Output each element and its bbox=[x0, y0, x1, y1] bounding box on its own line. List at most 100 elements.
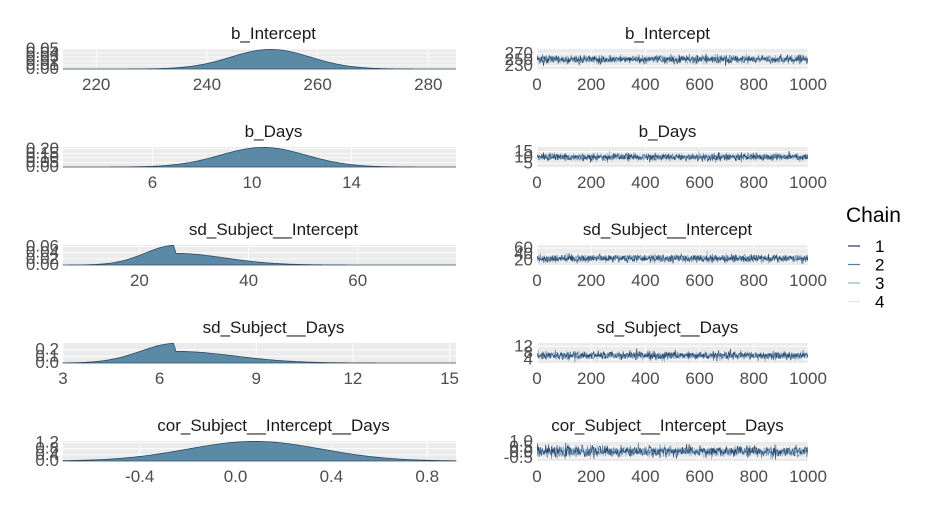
trace-chains bbox=[537, 348, 808, 363]
trace-panel-title: sd_Subject__Intercept bbox=[583, 220, 752, 239]
density-x-tick-label: 60 bbox=[348, 271, 367, 290]
density-x-tick-label: 6 bbox=[148, 173, 157, 192]
density-panel: 0.00.40.81.2-0.4 0.0 0.4 0.8cor_Subject__In… bbox=[35, 416, 457, 486]
density-y-tick-label: 0.00 bbox=[26, 255, 59, 274]
trace-x-tick-label: 0 bbox=[532, 467, 541, 486]
trace-panel-title: b_Intercept bbox=[625, 24, 710, 43]
density-x-tick-label: 40 bbox=[239, 271, 258, 290]
trace-x-tick-label: 1000 bbox=[789, 467, 827, 486]
trace-panel: -0.50.00.51.0 0 200 400 600 800 1000 cor_Subjec… bbox=[504, 416, 827, 486]
density-panel: 0.000.020.040.06 20 40 60 sd_Subject__Interc… bbox=[26, 220, 456, 290]
density-panel: 0.00.10.2 3 6 9 12 15 sd_Subject__Days bbox=[35, 318, 459, 388]
trace-x-tick-label: 800 bbox=[740, 467, 768, 486]
trace-y-tick-label: 270 bbox=[505, 44, 533, 63]
legend-label-4: 4 bbox=[875, 293, 884, 312]
density-x-tick-label: -0.4 bbox=[125, 467, 154, 486]
legend-label-3: 3 bbox=[875, 274, 884, 293]
trace-x-tick-label: 600 bbox=[685, 467, 713, 486]
trace-x-tick-label: 800 bbox=[740, 75, 768, 94]
trace-chains bbox=[537, 441, 808, 461]
density-area bbox=[62, 440, 457, 462]
trace-y-tick-label: 250 bbox=[505, 50, 533, 69]
density-y-tick-label: 0.02 bbox=[26, 249, 59, 268]
density-x-tick-label: 0.0 bbox=[224, 467, 248, 486]
density-area bbox=[62, 342, 456, 364]
trace-chain-1 bbox=[537, 442, 808, 460]
trace-y-tick-label: 1.0 bbox=[509, 432, 533, 451]
density-x-tick-label: 240 bbox=[193, 75, 221, 94]
density-panel-title: sd_Subject__Intercept bbox=[189, 220, 358, 239]
density-x-tick-label: 15 bbox=[440, 369, 459, 388]
trace-x-tick-label: 200 bbox=[577, 173, 605, 192]
density-y-tick-label: 0.0 bbox=[35, 451, 59, 470]
trace-x-tick-label: 1000 bbox=[789, 271, 827, 290]
density-x-tick-label: 9 bbox=[252, 369, 261, 388]
trace-x-tick-label: 400 bbox=[631, 271, 659, 290]
trace-chain-1 bbox=[537, 348, 808, 362]
density-y-tick-label: 0.03 bbox=[26, 47, 59, 66]
trace-y-tick-label: -0.5 bbox=[504, 448, 533, 467]
density-x-tick-label: 280 bbox=[414, 75, 442, 94]
trace-x-tick-label: 0 bbox=[532, 173, 541, 192]
trace-x-tick-label: 600 bbox=[685, 271, 713, 290]
density-y-tick-label: 0.04 bbox=[26, 243, 59, 262]
trace-chain-1 bbox=[537, 253, 808, 264]
density-y-tick-label: 0.20 bbox=[26, 139, 59, 158]
trace-x-tick-label: 800 bbox=[740, 271, 768, 290]
density-y-tick-label: 0.1 bbox=[35, 346, 59, 365]
density-x-tick-label: 10 bbox=[243, 173, 262, 192]
trace-x-tick-label: 600 bbox=[685, 75, 713, 94]
density-y-tick-label: 0.00 bbox=[26, 59, 59, 78]
trace-y-tick-label: 15 bbox=[514, 142, 533, 161]
trace-y-tick-label: 5 bbox=[524, 153, 533, 172]
trace-panel-title: sd_Subject__Days bbox=[597, 318, 739, 337]
trace-y-tick-label: 0.5 bbox=[509, 437, 533, 456]
density-y-tick-label: 0.8 bbox=[35, 439, 59, 458]
density-x-tick-label: 3 bbox=[58, 369, 67, 388]
density-area bbox=[62, 244, 456, 266]
density-x-tick-label: 20 bbox=[130, 271, 149, 290]
trace-x-tick-label: 0 bbox=[532, 271, 541, 290]
trace-y-tick-label: 8 bbox=[524, 343, 533, 362]
trace-panel-title: b_Days bbox=[639, 122, 697, 141]
legend-label-2: 2 bbox=[875, 256, 884, 275]
trace-x-tick-label: 0 bbox=[532, 369, 541, 388]
trace-y-tick-label: 20 bbox=[514, 250, 533, 269]
legend-title: Chain bbox=[846, 204, 901, 227]
trace-x-tick-label: 200 bbox=[577, 271, 605, 290]
density-y-tick-label: 0.15 bbox=[26, 143, 59, 162]
density-y-tick-label: 0.06 bbox=[26, 237, 59, 256]
density-y-tick-label: 0.00 bbox=[26, 157, 59, 176]
density-y-tick-label: 0.02 bbox=[26, 51, 59, 70]
trace-chain-3 bbox=[537, 150, 808, 163]
trace-x-tick-label: 400 bbox=[631, 467, 659, 486]
trace-chains bbox=[537, 53, 808, 67]
trace-chain-1 bbox=[537, 53, 808, 67]
density-area bbox=[63, 49, 456, 70]
density-y-tick-label: 1.2 bbox=[35, 433, 59, 452]
density-y-tick-label: 0.0 bbox=[35, 353, 59, 372]
trace-x-tick-label: 800 bbox=[740, 369, 768, 388]
trace-x-tick-label: 200 bbox=[577, 369, 605, 388]
trace-x-tick-label: 600 bbox=[685, 369, 713, 388]
trace-y-tick-label: 12 bbox=[514, 336, 533, 355]
density-x-tick-label: 0.4 bbox=[320, 467, 344, 486]
trace-chain-2 bbox=[537, 442, 808, 459]
density-y-tick-label: 0.05 bbox=[26, 39, 59, 58]
trace-x-tick-label: 400 bbox=[631, 369, 659, 388]
trace-x-tick-label: 1000 bbox=[789, 173, 827, 192]
trace-y-tick-label: 0.0 bbox=[509, 442, 533, 461]
density-x-tick-label: 14 bbox=[342, 173, 361, 192]
trace-x-tick-label: 0 bbox=[532, 75, 541, 94]
trace-panel-title: cor_Subject__Intercept__Days bbox=[551, 416, 783, 435]
density-y-tick-label: 0.2 bbox=[35, 340, 59, 359]
density-panel: 0.000.010.020.030.040.05 220 240 260 280 b_In… bbox=[26, 24, 456, 94]
trace-y-tick-label: 60 bbox=[514, 238, 533, 257]
density-panel-title: b_Intercept bbox=[231, 24, 316, 43]
trace-x-tick-label: 1000 bbox=[789, 369, 827, 388]
density-panel-title: sd_Subject__Days bbox=[203, 318, 345, 337]
